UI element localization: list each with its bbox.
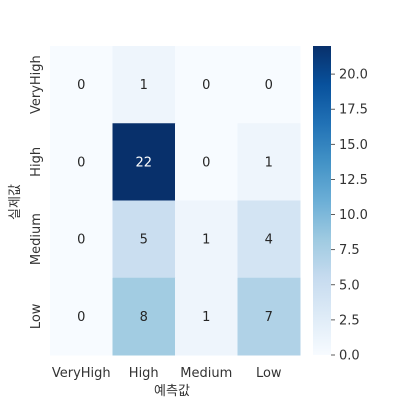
- x-tick-label: VeryHigh: [52, 366, 111, 381]
- heatmap-cell: [50, 46, 113, 124]
- y-tick-label: Medium: [29, 213, 44, 265]
- x-tick-label: Low: [256, 366, 282, 381]
- heatmap-cell: [175, 277, 238, 356]
- cell-value-label: 0: [77, 233, 85, 248]
- cell-value-label: 4: [265, 233, 273, 248]
- cell-value-label: 0: [265, 78, 273, 93]
- cell-value-label: 0: [202, 78, 210, 93]
- heatmap-cell: [50, 200, 113, 279]
- heatmap-cell: [175, 200, 238, 279]
- y-tick-label: Low: [29, 303, 44, 329]
- heatmap-cell: [112, 46, 176, 124]
- cell-value-label: 5: [140, 233, 148, 248]
- heatmap-cell: [237, 123, 301, 201]
- colorbar-tick-label: 20.0: [339, 68, 368, 83]
- cell-value-label: 1: [265, 155, 273, 170]
- cell-value-label: 7: [265, 310, 273, 325]
- colorbar-tick-label: 2.5: [339, 313, 360, 328]
- heatmap-cell: [50, 277, 113, 356]
- heatmap-cell-labels: 0 1 0 0 0 22 0 1 0 5 1 4 0 8 1 7: [77, 78, 273, 325]
- colorbar-tick-label: 5.0: [339, 278, 360, 293]
- x-tick-label: Medium: [180, 366, 232, 381]
- colorbar-tick-labels: 0.0 2.5 5.0 7.5 10.0 12.5 15.0 17.5 20.0: [331, 68, 368, 364]
- cell-value-label: 22: [135, 155, 152, 170]
- colorbar-tick-label: 10.0: [339, 208, 368, 223]
- colorbar-tick-label: 15.0: [339, 138, 368, 153]
- heatmap-cell: [112, 123, 176, 201]
- cell-value-label: 0: [202, 155, 210, 170]
- cell-value-label: 0: [77, 155, 85, 170]
- cell-value-label: 1: [202, 310, 210, 325]
- heatmap-cell: [175, 46, 238, 124]
- heatmap-cell: [237, 277, 301, 356]
- y-tick-label: High: [29, 147, 44, 177]
- x-axis-label: 예측값: [154, 384, 190, 399]
- y-axis-tick-labels: VeryHigh High Medium Low: [29, 55, 44, 329]
- colorbar-tick-label: 0.0: [339, 349, 360, 364]
- colorbar-tick-label: 17.5: [339, 103, 368, 118]
- heatmap-cell: [50, 123, 113, 201]
- cell-value-label: 8: [140, 310, 148, 325]
- heatmap-cells: [50, 46, 301, 356]
- x-tick-label: High: [129, 366, 159, 381]
- y-tick-label: VeryHigh: [29, 55, 44, 114]
- cell-value-label: 0: [77, 310, 85, 325]
- cell-value-label: 1: [202, 233, 210, 248]
- heatmap-cell: [112, 200, 176, 279]
- heatmap-cell: [175, 123, 238, 201]
- x-axis-tick-labels: VeryHigh High Medium Low: [52, 366, 282, 381]
- heatmap-cell: [112, 277, 176, 356]
- cell-value-label: 0: [77, 78, 85, 93]
- colorbar-tick-label: 7.5: [339, 243, 360, 258]
- colorbar-gradient: [313, 46, 331, 355]
- colorbar-tick-label: 12.5: [339, 173, 368, 188]
- y-axis-label: 실제값: [8, 184, 23, 220]
- cell-value-label: 1: [140, 78, 148, 93]
- heatmap-cell: [237, 200, 301, 279]
- heatmap-cell: [237, 46, 301, 124]
- colorbar: 0.0 2.5 5.0 7.5 10.0 12.5 15.0 17.5 20.0: [313, 46, 368, 364]
